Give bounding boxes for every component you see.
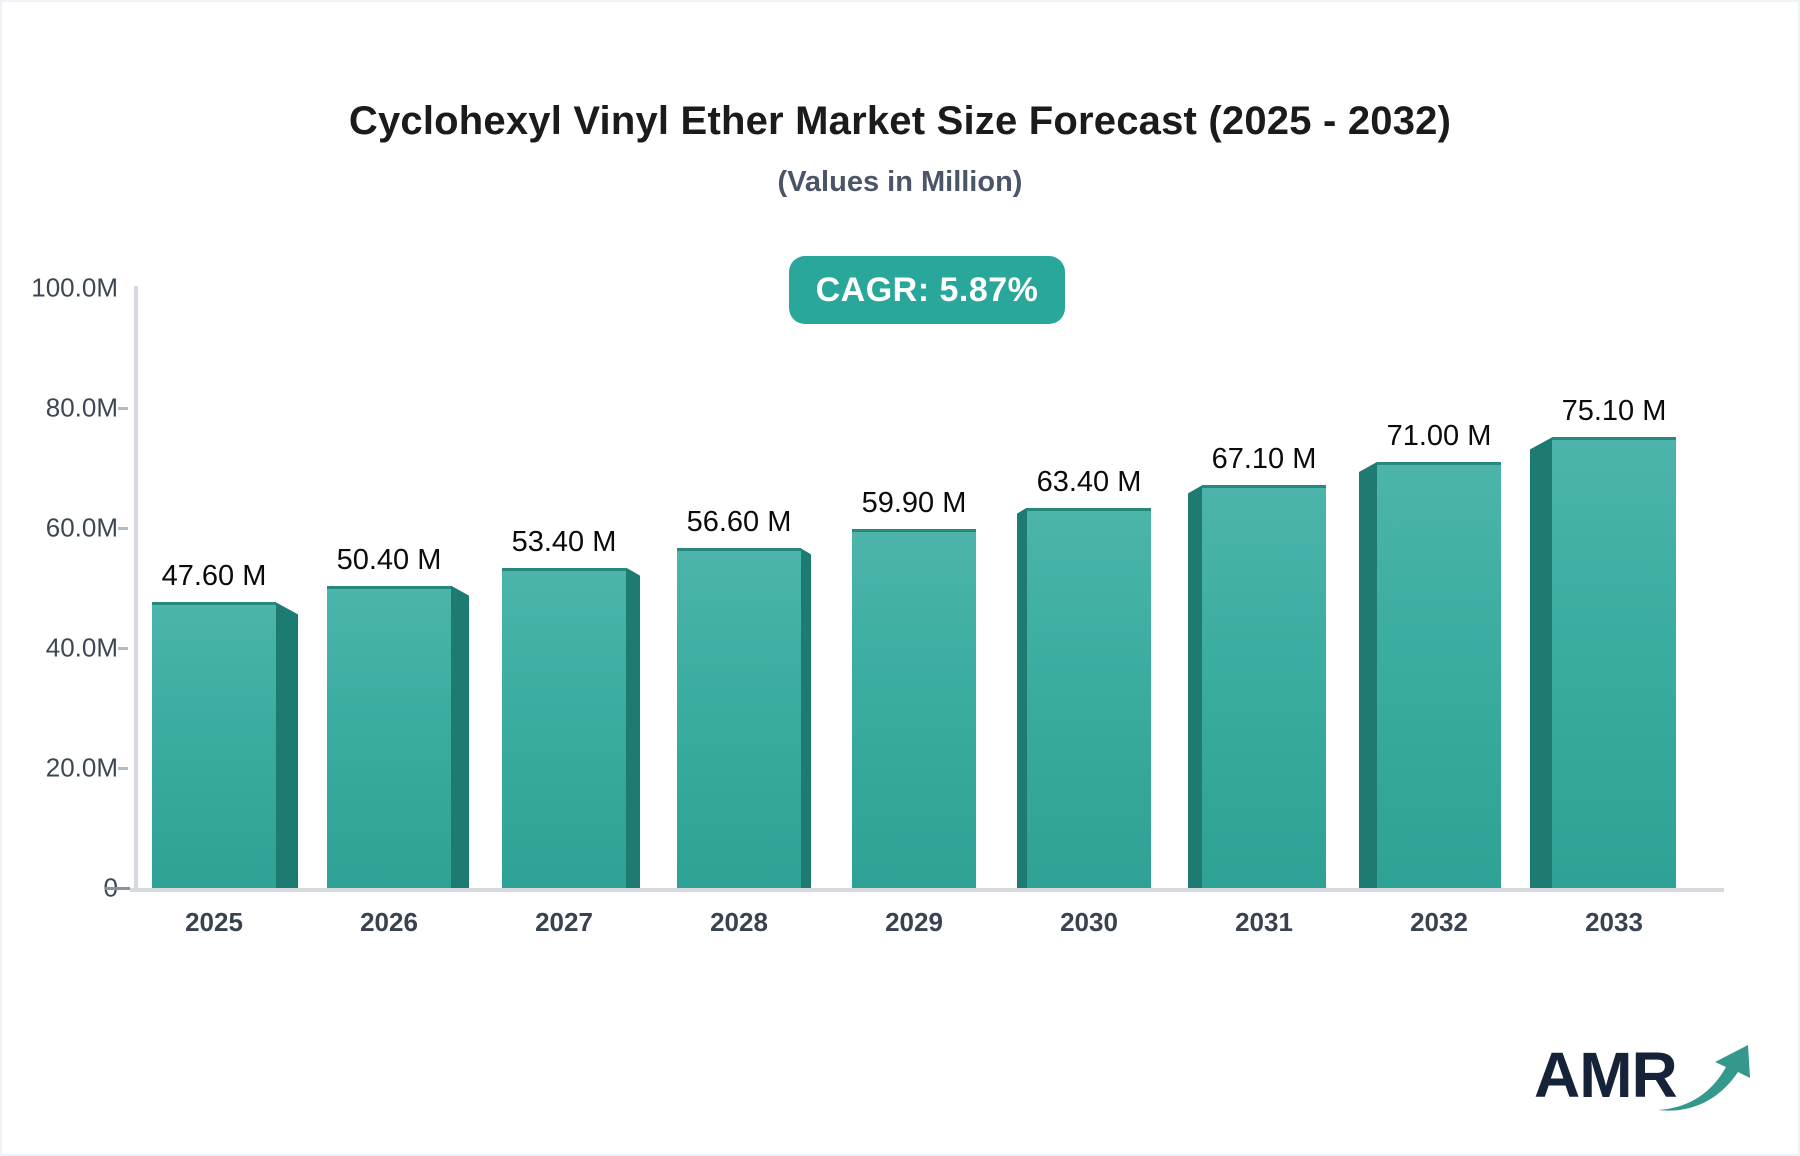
growth-arrow-icon	[1658, 1045, 1750, 1111]
chart-title: Cyclohexyl Vinyl Ether Market Size Forec…	[348, 99, 1452, 143]
bar	[502, 567, 626, 888]
x-axis-category-label: 2026	[360, 907, 418, 937]
bar-value-label: 63.40 M	[1036, 465, 1142, 498]
y-axis-line	[134, 286, 138, 892]
bar-side-face	[451, 585, 469, 888]
bar-side-face	[1359, 462, 1377, 888]
amr-logo-text: AMR	[1534, 1039, 1678, 1111]
bar	[677, 548, 801, 888]
bar-value-label: 71.00 M	[1386, 420, 1492, 452]
bar-value-label: 50.40 M	[336, 543, 442, 576]
y-axis-tick-label: 20.0M	[45, 752, 118, 783]
x-axis-category-label: 2030	[1060, 907, 1118, 937]
x-axis-category-label: 2029	[885, 907, 943, 937]
amr-logo: AMR	[1534, 1038, 1754, 1128]
bar-value-label: 53.40 M	[511, 525, 617, 558]
y-axis-tick-mark	[105, 887, 130, 890]
y-axis-tick-label: 80.0M	[45, 392, 118, 423]
bar	[327, 585, 451, 888]
y-axis-tick-label: 40.0M	[45, 632, 118, 663]
bar-side-face	[1188, 485, 1202, 888]
y-axis-tick-label: 100.0M	[31, 272, 118, 303]
bar-value-label: 75.10 M	[1561, 395, 1667, 428]
bar	[1377, 462, 1501, 888]
bar	[152, 602, 276, 888]
y-axis-tick-mark	[118, 767, 128, 770]
bar-value-label: 67.10 M	[1211, 443, 1317, 476]
x-axis-category-label: 2032	[1410, 907, 1468, 937]
bar	[1552, 437, 1676, 888]
bar-value-label: 56.60 M	[686, 506, 792, 539]
chart-subtitle: (Values in Million)	[777, 166, 1023, 198]
x-axis-category-label: 2033	[1585, 907, 1643, 937]
bar	[1027, 507, 1151, 888]
x-axis-baseline	[130, 888, 1724, 892]
cagr-badge: CAGR: 5.87%	[789, 256, 1065, 324]
y-axis-tick-label: 60.0M	[45, 512, 118, 543]
bar-value-label: 59.90 M	[861, 486, 967, 519]
x-axis-category-label: 2025	[185, 907, 243, 937]
bar-side-face	[626, 567, 640, 888]
y-axis-tick-label: 0	[2, 873, 118, 904]
y-axis-tick-mark	[118, 527, 128, 530]
x-axis-category-label: 2031	[1235, 907, 1293, 937]
x-axis-category-label: 2027	[535, 907, 593, 937]
bar-side-face	[1530, 437, 1552, 888]
x-axis-category-label: 2028	[710, 907, 768, 937]
y-axis-tick-mark	[118, 647, 128, 650]
bar	[1202, 485, 1326, 888]
bar-side-face	[801, 548, 811, 888]
bar-side-face	[276, 602, 298, 888]
bar-side-face	[1017, 507, 1027, 888]
bar-value-label: 47.60 M	[161, 560, 267, 593]
bar	[852, 528, 976, 888]
y-axis-tick-mark	[118, 407, 128, 410]
